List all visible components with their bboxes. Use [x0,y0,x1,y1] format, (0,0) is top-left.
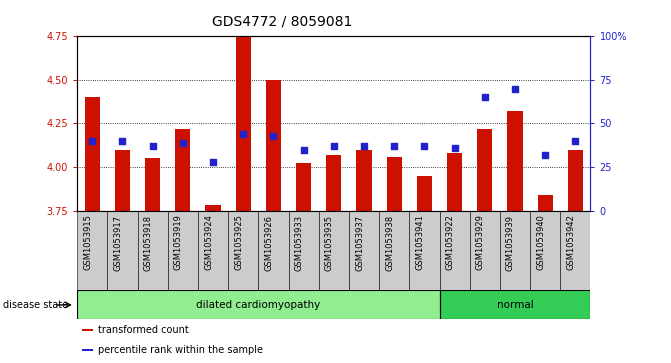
Point [570,138,581,144]
Point [419,143,430,149]
Bar [417,176,432,211]
Bar [379,211,409,290]
Bar [258,211,289,290]
Bar [356,150,372,211]
Bar [85,97,100,211]
Point [148,143,158,149]
Point [208,159,219,165]
Bar [500,211,530,290]
Bar [266,80,281,211]
Text: GSM1053939: GSM1053939 [506,215,515,270]
Point [238,131,249,137]
Bar [83,329,93,331]
Bar [145,158,160,211]
Point [540,152,551,158]
Text: GSM1053942: GSM1053942 [566,215,576,270]
Bar [537,195,553,211]
Text: percentile rank within the sample: percentile rank within the sample [98,345,263,355]
Text: GSM1053922: GSM1053922 [446,215,455,270]
Bar [447,153,462,211]
Bar [386,156,402,211]
Text: disease state: disease state [3,300,68,310]
Bar [138,211,168,290]
Text: GDS4772 / 8059081: GDS4772 / 8059081 [211,15,352,29]
Bar [530,211,560,290]
Point [510,86,521,91]
Bar [477,129,493,211]
Bar [440,290,590,319]
Bar [507,111,523,211]
Point [329,143,340,149]
Text: GSM1053929: GSM1053929 [476,215,484,270]
Bar [296,163,311,211]
Text: GSM1053941: GSM1053941 [415,215,425,270]
Bar [115,150,130,211]
Bar [560,211,590,290]
Point [87,138,98,144]
Text: GSM1053935: GSM1053935 [325,215,334,270]
Bar [107,211,138,290]
Point [117,138,128,144]
Text: GSM1053926: GSM1053926 [264,215,274,270]
Bar [470,211,500,290]
Text: GSM1053940: GSM1053940 [536,215,546,270]
Text: GSM1053918: GSM1053918 [144,215,153,270]
Point [299,147,309,152]
Text: GSM1053933: GSM1053933 [295,215,304,271]
Point [359,143,370,149]
Point [268,133,279,139]
Point [389,143,400,149]
Bar [409,211,440,290]
Bar [175,129,191,211]
Bar [77,290,440,319]
Bar [440,211,470,290]
Point [178,140,189,146]
Bar [289,211,319,290]
Text: dilated cardiomyopathy: dilated cardiomyopathy [196,300,321,310]
Bar [326,155,342,211]
Text: GSM1053919: GSM1053919 [174,215,183,270]
Text: transformed count: transformed count [98,325,189,335]
Bar [168,211,198,290]
Bar [349,211,379,290]
Bar [83,349,93,351]
Text: normal: normal [497,300,533,310]
Text: GSM1053924: GSM1053924 [204,215,213,270]
Point [480,94,491,100]
Bar [205,205,221,211]
Bar [568,150,583,211]
Bar [236,36,251,211]
Bar [319,211,349,290]
Bar [198,211,228,290]
Text: GSM1053938: GSM1053938 [385,215,395,271]
Point [450,145,460,151]
Bar [77,211,107,290]
Text: GSM1053937: GSM1053937 [355,215,364,271]
Text: GSM1053917: GSM1053917 [113,215,123,270]
Text: GSM1053915: GSM1053915 [83,215,93,270]
Bar [228,211,258,290]
Text: GSM1053925: GSM1053925 [234,215,243,270]
